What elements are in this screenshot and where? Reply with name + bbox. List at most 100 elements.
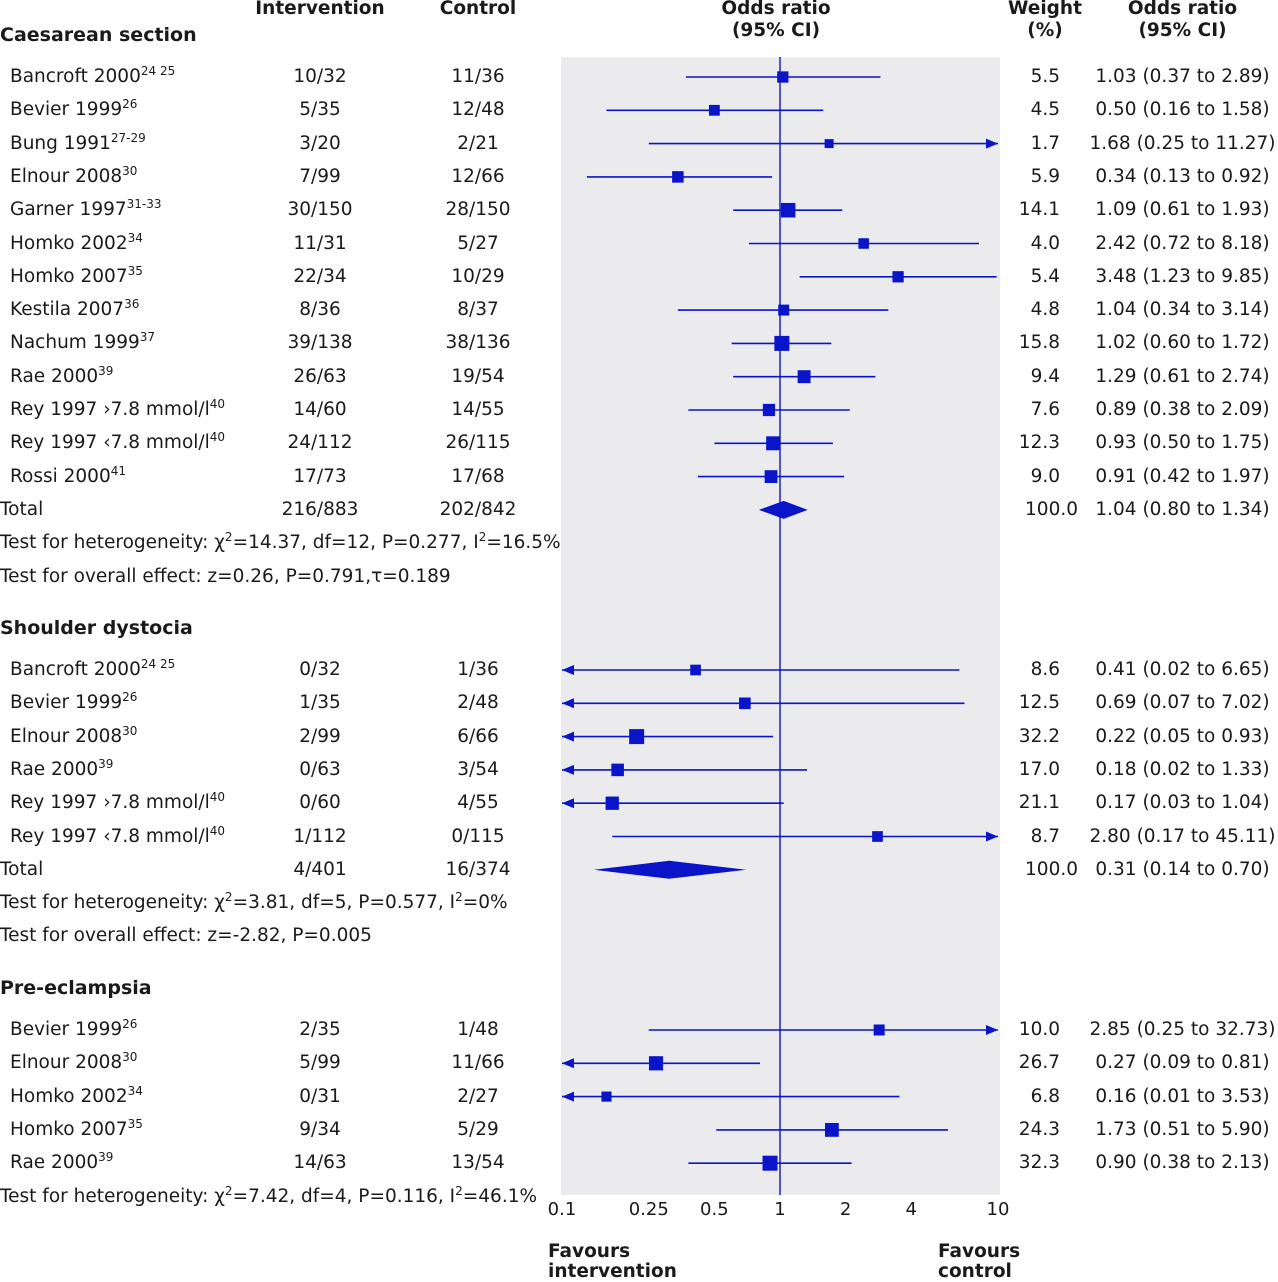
- total-weight: 100.0: [1025, 858, 1078, 880]
- control-count: 26/115: [445, 432, 511, 454]
- intervention-count: 30/150: [287, 199, 353, 221]
- header-or-line1: Odds ratio: [721, 0, 831, 19]
- control-count: 12/66: [451, 165, 505, 187]
- control-count: 38/136: [445, 332, 511, 354]
- study-name: Rae 200039: [10, 365, 113, 388]
- study-name-text: Rey 1997 ›7.8 mmol/l: [10, 792, 210, 814]
- odds-ratio-ci: 1.09 (0.61 to 1.93): [1095, 199, 1270, 221]
- control-count: 4/55: [457, 792, 499, 814]
- control-count: 13/54: [451, 1152, 505, 1174]
- study-name: Elnour 200830: [10, 725, 137, 748]
- odds-ratio-ci: 0.34 (0.13 to 0.92): [1095, 165, 1270, 187]
- study-name: Rey 1997 ›7.8 mmol/l40: [10, 398, 225, 421]
- study-name: Nachum 199937: [10, 330, 156, 354]
- ci-arrow-left: [562, 1058, 574, 1069]
- header-weight-line2: (%): [1027, 20, 1063, 41]
- favours-left-line2: intervention: [548, 1261, 677, 1282]
- study-name-text: Homko 2007: [10, 265, 128, 287]
- heterogeneity-test: Test for heterogeneity: χ2=3.81, df=5, P…: [0, 890, 508, 914]
- weight-value: 32.2: [1018, 725, 1060, 747]
- intervention-count: 2/35: [299, 1019, 341, 1040]
- study-name: Bevier 199926: [10, 1018, 137, 1041]
- heterogeneity-mid: =14.37, df=12, P=0.277, I: [232, 532, 479, 554]
- control-count: 0/115: [451, 825, 505, 847]
- weight-value: 4.5: [1030, 99, 1060, 121]
- point-estimate: [611, 763, 624, 777]
- study-reference: 36: [124, 297, 140, 312]
- weight-value: 21.1: [1018, 792, 1060, 814]
- x-tick-label: 2: [839, 1199, 852, 1220]
- study-name: Homko 200735: [10, 263, 143, 288]
- intervention-count: 17/73: [293, 465, 347, 487]
- header-or2-line1: Odds ratio: [1127, 0, 1238, 19]
- control-count: 10/29: [451, 265, 505, 287]
- header-or-line2: (95% CI): [731, 20, 821, 41]
- study-name: Bancroft 200024 25: [10, 65, 175, 88]
- control-count: 2/21: [457, 132, 499, 154]
- heterogeneity-mid: =3.81, df=5, P=0.577, I: [232, 892, 456, 914]
- pooled-diamond: [758, 500, 808, 519]
- weight-value: 5.9: [1030, 165, 1060, 187]
- study-name-text: Garner 1997: [10, 199, 127, 221]
- study-name: Kestila 200736: [10, 297, 140, 321]
- point-estimate: [824, 1122, 839, 1137]
- intervention-count: 5/99: [299, 1052, 341, 1074]
- point-estimate: [774, 335, 790, 351]
- odds-ratio-ci: 0.93 (0.50 to 1.75): [1095, 432, 1270, 454]
- heterogeneity-test: Test for heterogeneity: χ2=14.37, df=12,…: [0, 530, 561, 554]
- study-name-text: Bancroft 2000: [10, 659, 141, 680]
- study-name-text: Homko 2007: [10, 1118, 128, 1140]
- intervention-count: 14/63: [293, 1152, 347, 1174]
- odds-ratio-ci: 0.91 (0.42 to 1.97): [1095, 465, 1270, 487]
- control-count: 19/54: [451, 365, 505, 387]
- x-tick-label: 4: [905, 1199, 917, 1220]
- study-name-text: Kestila 2007: [10, 299, 125, 321]
- weight-value: 10.0: [1018, 1019, 1060, 1040]
- study-name-text: Bevier 1999: [10, 1019, 123, 1040]
- x-tick-label: 0.25: [628, 1199, 669, 1220]
- study-name-text: Rae 2000: [10, 1152, 99, 1174]
- point-estimate: [708, 104, 720, 116]
- intervention-count: 0/63: [299, 758, 341, 780]
- weight-value: 8.7: [1030, 825, 1060, 847]
- study-reference: 39: [98, 756, 114, 771]
- favours-right-line2: control: [938, 1261, 1012, 1282]
- weight-value: 4.8: [1030, 299, 1060, 321]
- x-tick-label: 0.1: [547, 1199, 577, 1220]
- overall-effect-test: Test for overall effect: z=-2.82, P=0.00…: [0, 925, 372, 947]
- point-estimate: [778, 304, 790, 316]
- study-reference: 37: [139, 330, 156, 345]
- x-tick-label: 0.5: [700, 1199, 729, 1220]
- study-reference: 30: [122, 1050, 138, 1065]
- odds-ratio-ci: 2.42 (0.72 to 8.18): [1095, 232, 1270, 254]
- intervention-count: 26/63: [293, 365, 347, 387]
- study-name-text: Nachum 1999: [10, 332, 140, 354]
- point-estimate: [824, 139, 834, 149]
- heterogeneity-prefix: Test for heterogeneity:: [0, 532, 215, 554]
- odds-ratio-ci: 0.17 (0.03 to 1.04): [1095, 792, 1270, 814]
- heterogeneity-i-sup: 2: [455, 890, 463, 905]
- odds-ratio-ci: 0.18 (0.02 to 1.33): [1095, 758, 1270, 780]
- point-estimate: [690, 664, 701, 676]
- odds-ratio-ci: 1.02 (0.60 to 1.72): [1095, 332, 1270, 354]
- ci-arrow-left: [562, 731, 574, 742]
- heterogeneity-chi: χ: [214, 1185, 225, 1207]
- control-count: 28/150: [445, 199, 511, 221]
- odds-ratio-ci: 1.29 (0.61 to 2.74): [1095, 365, 1270, 387]
- study-name: Bancroft 200024 25: [10, 658, 175, 681]
- study-reference: 35: [127, 263, 143, 278]
- study-name-text: Rae 2000: [10, 758, 99, 780]
- weight-value: 14.1: [1018, 199, 1060, 221]
- intervention-count: 0/60: [299, 792, 341, 814]
- heterogeneity-i-sup: 2: [478, 530, 487, 545]
- overall-effect-test: Test for overall effect: z=0.26, P=0.791…: [0, 565, 451, 587]
- total-label: Total: [0, 498, 44, 520]
- heterogeneity-end: =16.5%: [486, 532, 561, 554]
- total-control: 16/374: [445, 858, 511, 880]
- control-count: 11/36: [451, 66, 505, 87]
- point-estimate: [762, 403, 776, 417]
- weight-value: 12.3: [1018, 432, 1060, 454]
- intervention-count: 22/34: [293, 265, 347, 287]
- intervention-count: 24/112: [287, 432, 353, 454]
- weight-value: 4.0: [1030, 232, 1060, 254]
